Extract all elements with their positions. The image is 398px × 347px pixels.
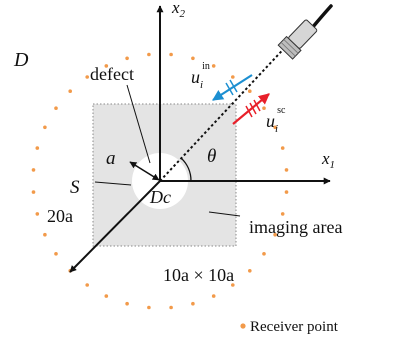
receiver-point	[147, 52, 151, 57]
receiver-point	[35, 212, 40, 216]
radius-label: a	[106, 148, 116, 169]
receiver-point	[147, 305, 151, 310]
receiver-point	[85, 75, 89, 79]
receiver-point	[125, 56, 129, 61]
receiver-point	[262, 252, 266, 256]
receiver-point	[280, 212, 285, 216]
receiver-point	[231, 75, 235, 79]
receiver-point	[280, 146, 285, 150]
receiver-point	[169, 305, 173, 310]
propagation-line	[159, 39, 293, 182]
receiver-point	[191, 301, 195, 306]
receiver-point	[31, 168, 36, 172]
scattered-wave-sup: sc	[277, 105, 286, 116]
area-size-label: 10a × 10a	[163, 265, 234, 285]
incident-wave-label: ui in	[191, 61, 210, 91]
receiver-point	[125, 301, 129, 306]
x1-axis-label-sub: 1	[330, 159, 336, 171]
receiver-point	[284, 168, 289, 172]
receiver-point	[191, 56, 195, 61]
scattered-wave-sub: i	[275, 123, 278, 135]
incident-wave-sub: i	[200, 79, 203, 91]
receiver-ring	[31, 52, 289, 310]
legend-receiver-label: Receiver point	[250, 319, 339, 335]
defect-center-label: Dc	[149, 187, 171, 207]
receiver-point	[231, 283, 235, 287]
scattered-wave-arrow	[232, 93, 270, 125]
receiver-point	[104, 64, 109, 68]
receiver-point	[169, 52, 173, 57]
x1-axis-label-base: x	[321, 149, 330, 168]
scattered-wave-base: u	[266, 111, 275, 131]
receiver-point	[104, 294, 109, 298]
defect-radius-arrow	[129, 161, 160, 181]
incident-wave-arrow	[212, 74, 253, 101]
transducer-icon	[277, 4, 333, 60]
incident-wave-sup: in	[202, 61, 210, 72]
outer-radius-arrow	[69, 180, 161, 273]
receiver-point	[211, 294, 216, 298]
x2-axis-label-base: x	[171, 0, 180, 17]
x2-axis-label-sub: 2	[180, 8, 186, 20]
defect-leader	[126, 84, 151, 164]
imaging-area-leader	[208, 211, 241, 217]
receiver-point	[248, 89, 252, 93]
outer-radius-label: 20a	[47, 206, 73, 226]
receiver-point	[262, 106, 266, 110]
scattered-wave-label: ui sc	[266, 105, 286, 135]
imaging-area-label: imaging area	[249, 217, 342, 237]
incident-wave-base: u	[191, 67, 200, 87]
receiver-point	[54, 252, 58, 256]
receiver-point	[273, 232, 277, 237]
angle-label: θ	[207, 146, 216, 167]
receiver-point	[54, 106, 58, 110]
receiver-point	[211, 64, 216, 68]
legend-receiver-dot	[240, 323, 246, 329]
receiver-point	[31, 190, 36, 194]
defect-label: defect	[90, 64, 134, 84]
boundary-label: S	[70, 177, 80, 198]
x2-axis-label: x2	[171, 0, 186, 20]
domain-label: D	[13, 49, 29, 71]
receiver-point	[248, 269, 252, 273]
receiver-point	[35, 146, 40, 150]
receiver-point	[68, 89, 72, 93]
x1-axis-label: x1	[321, 149, 335, 171]
receiver-point	[43, 125, 47, 130]
receiver-point	[85, 283, 89, 287]
receiver-point	[43, 232, 47, 237]
boundary-leader	[94, 181, 132, 186]
angle-arc	[180, 157, 192, 182]
receiver-point	[273, 125, 277, 130]
receiver-point	[284, 190, 289, 194]
